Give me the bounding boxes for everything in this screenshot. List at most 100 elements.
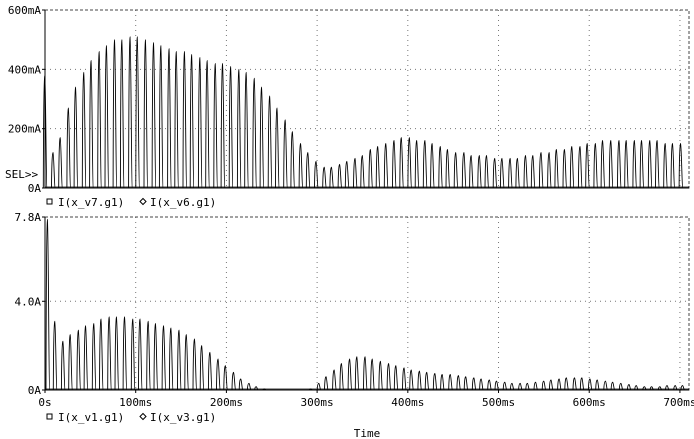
- x-tick-label: 500ms: [482, 396, 515, 409]
- legend-square-icon: [46, 413, 53, 420]
- pulse-peak-mark: [305, 151, 311, 189]
- top-trace: [42, 36, 689, 189]
- y-tick-label: 0A: [28, 182, 42, 195]
- pulse-peak-mark: [515, 157, 520, 189]
- x-tick-label: 600ms: [573, 396, 606, 409]
- pulse-peak-mark: [207, 351, 213, 391]
- pulse-peak-mark: [189, 54, 195, 189]
- pulse-peak-mark: [647, 140, 653, 189]
- bottom-y-ticks: 0A 4.0A 7.8A: [15, 211, 45, 397]
- pulse-peak-mark: [523, 154, 528, 189]
- pulse-peak-mark: [655, 140, 660, 189]
- pulse-peak-mark: [407, 137, 412, 189]
- legend-label-v1: I(x_v1.g1): [58, 411, 124, 424]
- pulse-peak-mark: [445, 148, 450, 189]
- bottom-plot: 0A 4.0A 7.8A 0s 100ms 200ms 300ms 400ms 500ms 60…: [15, 211, 694, 439]
- pulse-peak-mark: [283, 119, 288, 189]
- pulse-peak-mark: [246, 382, 252, 391]
- pulse-peak-mark: [670, 143, 675, 189]
- pulse-peak-mark: [205, 59, 210, 189]
- legend-square-icon: [46, 198, 53, 205]
- pulse-peak-mark: [608, 140, 614, 189]
- legend-diamond-icon: [139, 412, 147, 421]
- pulse-peak-mark: [174, 51, 179, 189]
- pulse-peak-mark: [453, 151, 459, 189]
- pulse-peak-mark: [332, 369, 337, 391]
- pulse-peak-mark: [430, 143, 435, 189]
- top-plot-frame: [44, 9, 690, 189]
- pulse-peak-mark: [119, 39, 125, 189]
- pulse-peak-mark: [267, 95, 273, 189]
- pulse-peak-mark: [329, 166, 334, 189]
- pulse-peak-mark: [494, 380, 499, 391]
- pulse-peak-mark: [541, 380, 547, 391]
- pulse-peak-mark: [197, 57, 203, 189]
- pulse-peak-mark: [184, 334, 189, 391]
- pulse-peak-mark: [518, 382, 523, 391]
- pulse-peak-mark: [151, 42, 157, 189]
- pulse-peak-mark: [370, 358, 375, 391]
- pulse-peak-mark: [83, 325, 88, 391]
- top-plot: 0A 200mA 400mA 600mA SEL>> I(x_v7.g1) I(x_v…: [5, 4, 690, 209]
- pulse-peak-mark: [290, 131, 295, 189]
- pulse-peak-mark: [399, 137, 404, 189]
- top-grid: [45, 10, 689, 188]
- pulse-peak-mark: [414, 140, 420, 189]
- pulse-peak-mark: [99, 318, 104, 391]
- pulse-peak-mark: [538, 151, 544, 189]
- pulse-peak-mark: [610, 381, 615, 391]
- pulse-peak-mark: [417, 370, 422, 391]
- pulse-peak-mark: [469, 154, 474, 189]
- pulse-peak-mark: [52, 320, 58, 391]
- y-tick-label: 4.0A: [15, 295, 42, 308]
- pulse-peak-mark: [509, 382, 515, 391]
- pulse-peak-mark: [424, 371, 430, 391]
- top-y-ticks: 0A 200mA 400mA 600mA: [8, 4, 45, 195]
- pulse-peak-mark: [158, 45, 164, 189]
- pulse-peak-mark: [168, 327, 174, 391]
- pulse-peak-mark: [182, 51, 187, 189]
- pulse-peak-mark: [112, 39, 117, 189]
- legend-label-v7: I(x_v7.g1): [58, 196, 124, 209]
- pulse-peak-mark: [143, 39, 148, 189]
- x-tick-label: 0s: [38, 396, 51, 409]
- legend-diamond-icon: [139, 197, 147, 206]
- pulse-peak-mark: [554, 148, 559, 189]
- pulse-peak-mark: [322, 166, 327, 189]
- pulse-peak-mark: [66, 107, 71, 189]
- pulse-peak-mark: [484, 154, 489, 189]
- pulse-peak-mark: [104, 45, 109, 189]
- pulse-peak-mark: [632, 140, 637, 189]
- pulse-peak-mark: [525, 382, 530, 391]
- legend-label-v3: I(x_v3.g1): [150, 411, 216, 424]
- pulse-peak-mark: [135, 36, 140, 189]
- pulse-peak-mark: [252, 77, 257, 189]
- x-tick-label: 300ms: [301, 396, 334, 409]
- pulse-peak-mark: [161, 325, 166, 391]
- pulse-peak-mark: [562, 148, 567, 189]
- y-tick-label: 600mA: [8, 4, 41, 17]
- bottom-trace: [45, 218, 689, 391]
- pulse-peak-mark: [58, 137, 63, 189]
- pulse-peak-mark: [324, 376, 329, 391]
- pulse-peak-mark: [81, 71, 87, 189]
- y-tick-label: 400mA: [8, 63, 41, 76]
- pulse-peak-mark: [76, 329, 81, 391]
- pulse-peak-mark: [363, 356, 368, 391]
- selection-marker: SEL>>: [5, 168, 38, 181]
- pulse-peak-mark: [600, 140, 605, 189]
- pulse-peak-mark: [97, 51, 102, 189]
- pulse-peak-mark: [487, 379, 492, 391]
- pulse-peak-mark: [353, 157, 358, 189]
- pulse-peak-mark: [314, 160, 319, 189]
- pulse-peak-mark: [337, 163, 342, 189]
- pulse-peak-mark: [663, 143, 668, 189]
- pulse-peak-mark: [339, 362, 344, 391]
- x-tick-label: 700ms: [663, 396, 694, 409]
- pulse-peak-mark: [557, 378, 562, 391]
- pulse-peak-mark: [375, 146, 381, 189]
- pulse-peak-mark: [547, 151, 552, 189]
- pulse-peak-mark: [122, 316, 127, 391]
- pulse-peak-mark: [587, 378, 593, 391]
- pulse-peak-mark: [73, 86, 78, 189]
